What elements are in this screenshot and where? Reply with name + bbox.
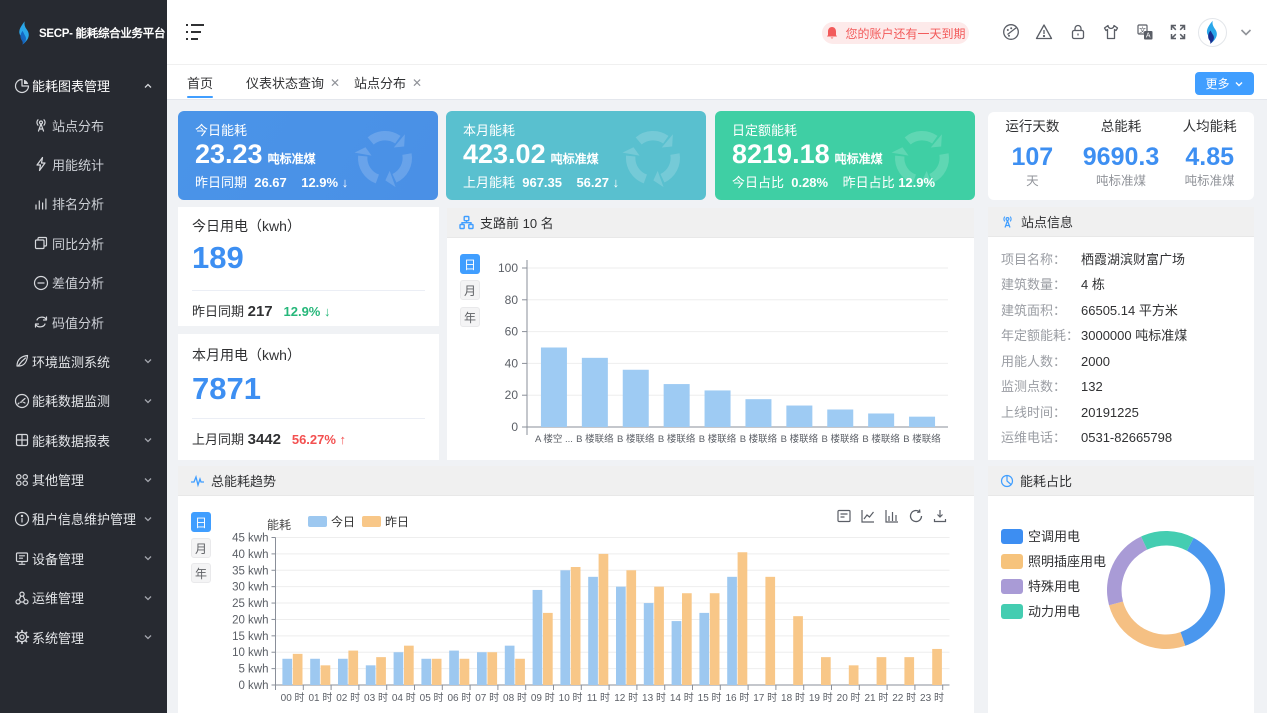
svg-text:5 kwh: 5 kwh <box>238 664 268 676</box>
svg-text:21 时: 21 时 <box>864 692 888 704</box>
svg-text:20 kwh: 20 kwh <box>232 614 268 626</box>
svg-text:35 kwh: 35 kwh <box>232 565 268 577</box>
svg-text:B 楼联络: B 楼联络 <box>862 433 900 445</box>
svg-text:19 时: 19 时 <box>809 692 833 704</box>
svg-text:45 kwh: 45 kwh <box>232 533 268 545</box>
svg-text:10 时: 10 时 <box>559 692 583 704</box>
svg-text:13 时: 13 时 <box>642 692 666 704</box>
svg-text:40: 40 <box>505 356 519 370</box>
svg-text:30 kwh: 30 kwh <box>232 582 268 594</box>
svg-text:B 楼联络: B 楼联络 <box>576 433 614 445</box>
svg-text:05 时: 05 时 <box>420 692 444 704</box>
svg-text:06 时: 06 时 <box>447 692 471 704</box>
svg-text:0 kwh: 0 kwh <box>238 680 268 692</box>
svg-text:A: A <box>1145 33 1150 40</box>
svg-text:B 楼联络: B 楼联络 <box>781 433 819 445</box>
svg-text:A 楼空 ...: A 楼空 ... <box>535 433 573 445</box>
svg-text:25 kwh: 25 kwh <box>232 598 268 610</box>
svg-text:B 楼联络: B 楼联络 <box>617 433 655 445</box>
svg-text:B 楼联络: B 楼联络 <box>658 433 696 445</box>
svg-text:08 时: 08 时 <box>503 692 527 704</box>
svg-text:14 时: 14 时 <box>670 692 694 704</box>
svg-text:B 楼联络: B 楼联络 <box>903 433 941 445</box>
svg-text:20: 20 <box>505 388 519 402</box>
svg-text:100: 100 <box>498 261 518 275</box>
svg-text:07 时: 07 时 <box>475 692 499 704</box>
svg-text:16 时: 16 时 <box>725 692 749 704</box>
svg-text:18 时: 18 时 <box>781 692 805 704</box>
svg-text:22 时: 22 时 <box>892 692 916 704</box>
svg-text:0: 0 <box>511 420 518 434</box>
svg-text:17 时: 17 时 <box>753 692 777 704</box>
svg-text:01 时: 01 时 <box>308 692 332 704</box>
svg-text:B 楼联络: B 楼联络 <box>822 433 860 445</box>
svg-text:04 时: 04 时 <box>392 692 416 704</box>
svg-text:00 时: 00 时 <box>281 692 305 704</box>
svg-text:80: 80 <box>505 293 519 307</box>
svg-text:02 时: 02 时 <box>336 692 360 704</box>
svg-text:B 楼联络: B 楼联络 <box>699 433 737 445</box>
svg-text:23 时: 23 时 <box>920 692 944 704</box>
svg-text:20 时: 20 时 <box>837 692 861 704</box>
svg-text:15 时: 15 时 <box>698 692 722 704</box>
svg-text:文: 文 <box>1139 26 1146 35</box>
svg-text:03 时: 03 时 <box>364 692 388 704</box>
svg-text:12 时: 12 时 <box>614 692 638 704</box>
svg-text:60: 60 <box>505 325 519 339</box>
svg-text:10 kwh: 10 kwh <box>232 647 268 659</box>
svg-text:40 kwh: 40 kwh <box>232 549 268 561</box>
svg-text:09 时: 09 时 <box>531 692 555 704</box>
svg-text:11 时: 11 时 <box>587 692 610 704</box>
svg-text:B 楼联络: B 楼联络 <box>740 433 778 445</box>
svg-text:15 kwh: 15 kwh <box>232 631 268 643</box>
